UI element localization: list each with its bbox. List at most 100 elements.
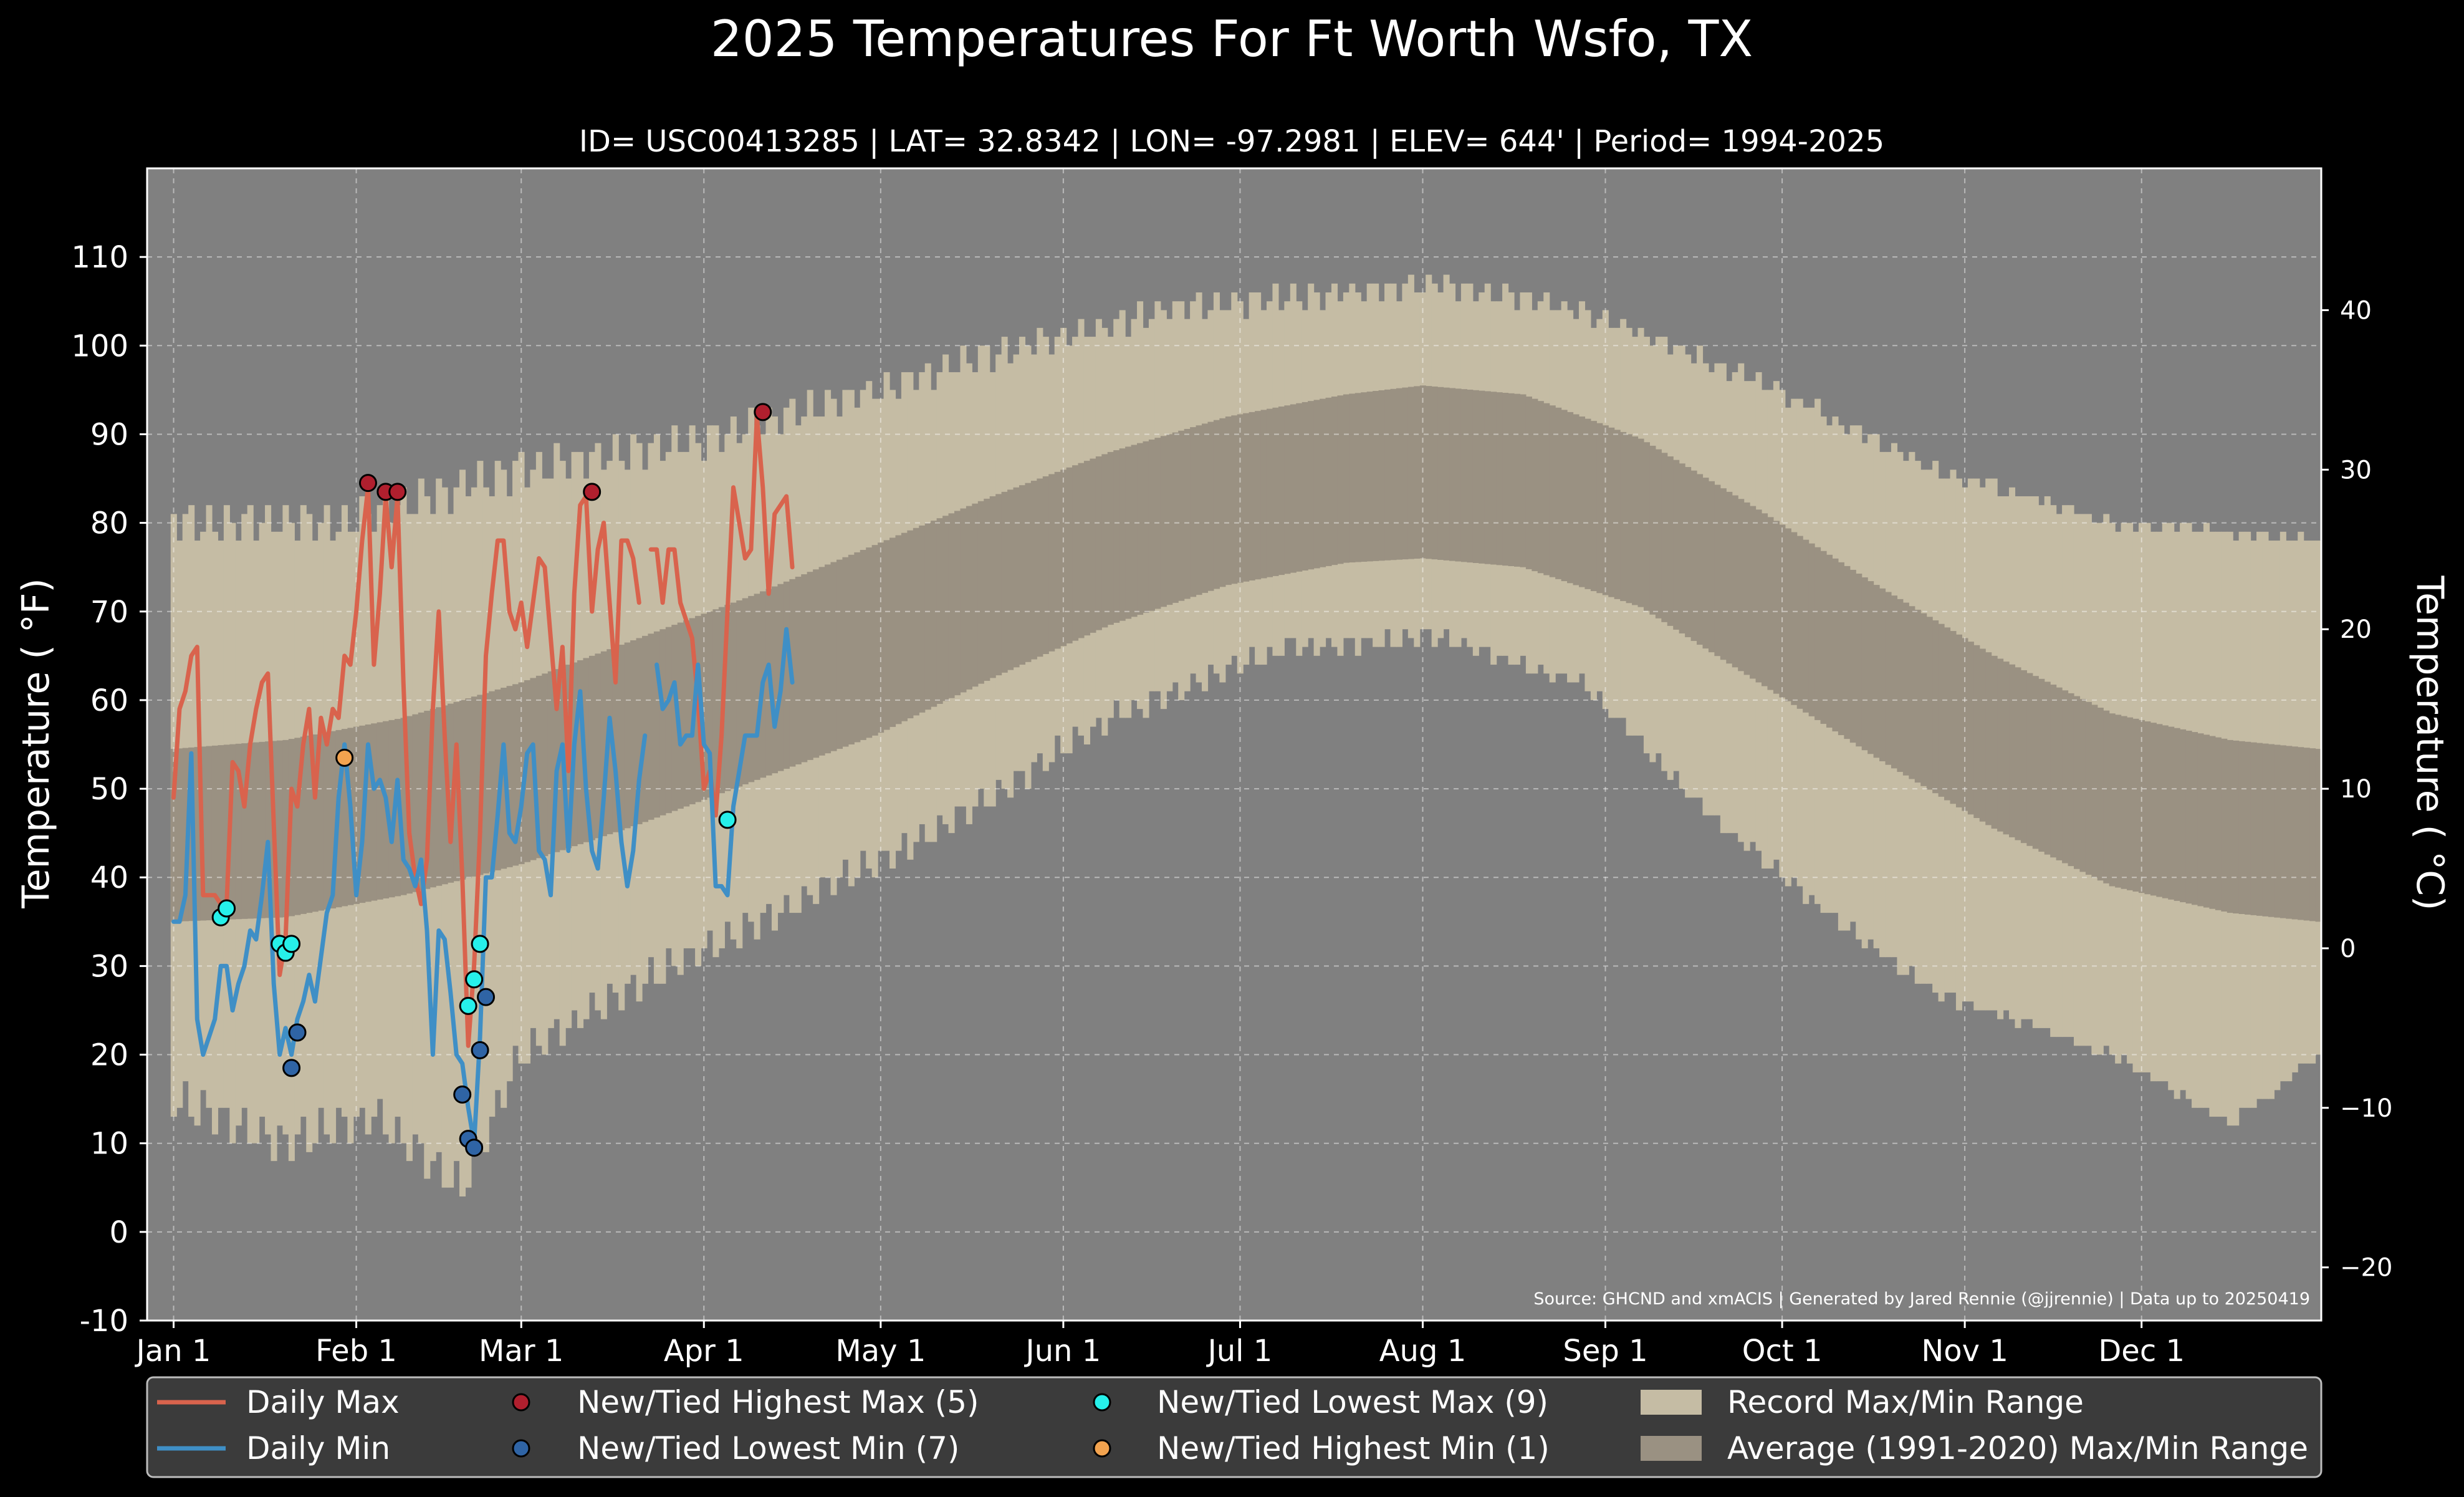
normal-range-bar <box>2091 705 2098 878</box>
normal-range-bar <box>2138 720 2145 893</box>
normal-range-bar <box>1856 573 1862 747</box>
normal-range-bar <box>2121 716 2127 889</box>
normal-range-bar <box>1101 454 1108 628</box>
legend-box <box>146 1376 2323 1478</box>
lowest-max-marker <box>465 970 484 989</box>
normal-range-bar <box>1090 458 1096 633</box>
lowest-min-marker <box>477 988 496 1006</box>
normal-range-bar <box>636 638 643 824</box>
normal-range-bar <box>247 743 254 919</box>
normal-range-bar <box>1255 411 1262 580</box>
normal-range-bar <box>1926 617 1933 790</box>
normal-range-bar <box>330 731 337 908</box>
daily-min-line <box>171 689 648 1146</box>
normal-range-bar <box>1143 441 1149 613</box>
normal-range-bar <box>324 732 330 910</box>
normal-range-bar <box>1249 412 1255 581</box>
normal-range-bar <box>1172 432 1179 603</box>
normal-range-bar <box>512 684 519 866</box>
legend-label: Daily Min <box>246 1430 390 1466</box>
normal-range-bar <box>1396 388 1402 560</box>
normal-range-bar <box>365 724 372 902</box>
normal-range-bar <box>2174 728 2180 901</box>
normal-range-bar <box>807 572 813 760</box>
lowest-min-marker <box>465 1138 484 1157</box>
normal-range-bar <box>1832 558 1839 732</box>
x-tick-label: Mar 1 <box>479 1334 563 1369</box>
normal-range-bar <box>2156 724 2163 897</box>
normal-range-bar <box>1508 393 1515 567</box>
lowest-min-marker <box>453 1085 472 1104</box>
normal-range-bar <box>1373 391 1379 561</box>
normal-range-bar <box>1755 509 1762 683</box>
normal-range-bar <box>1313 400 1320 569</box>
normal-range-bar <box>388 720 395 898</box>
y-tick-label-right: 20 <box>2340 615 2372 644</box>
lowest-min-marker <box>471 1041 489 1059</box>
lowest-max-marker <box>218 899 236 918</box>
normal-range-bar <box>706 611 714 798</box>
normal-range-bar <box>866 547 873 738</box>
normal-range-bar <box>1219 418 1226 587</box>
daily-max-line <box>648 414 795 818</box>
normal-range-bar <box>1407 387 1414 559</box>
y-tick-label-left: 60 <box>90 683 128 718</box>
normal-range-bar <box>1979 648 1986 822</box>
normal-range-bar <box>919 525 926 713</box>
normal-range-bar <box>1649 445 1656 615</box>
y-tick-label-left: 90 <box>90 417 128 452</box>
normal-range-bar <box>818 567 825 756</box>
normal-range-bar <box>1390 388 1397 561</box>
normal-range-bar <box>1902 602 1909 776</box>
normal-range-bar <box>2056 687 2063 860</box>
normal-range-bar <box>1449 388 1456 561</box>
normal-range-bar <box>1308 401 1315 570</box>
normal-range-bar <box>771 586 779 774</box>
normal-range-bar <box>1237 414 1244 583</box>
normal-range-bar <box>671 625 678 811</box>
normal-range-bar <box>960 508 967 693</box>
daily-max-line <box>171 485 641 1048</box>
normal-range-bar <box>836 559 843 749</box>
normal-range-bar <box>1025 483 1032 662</box>
x-tick-label: Jan 1 <box>135 1334 211 1369</box>
normal-range-bar <box>1885 592 1892 765</box>
legend-swatch-average-1991-2020-max-min-range <box>1641 1436 1702 1461</box>
normal-range-bar <box>1125 446 1132 619</box>
normal-range-bar <box>1697 474 1704 645</box>
normal-range-bar <box>742 598 749 784</box>
normal-range-bar <box>2233 740 2240 914</box>
y-tick-label-right: 30 <box>2340 456 2372 484</box>
x-tick-label: Apr 1 <box>664 1334 744 1369</box>
normal-range-bar <box>1838 562 1844 736</box>
y-tick-label-left: 0 <box>109 1215 128 1250</box>
normal-range-bar <box>1962 638 1968 811</box>
normal-range-bar <box>1702 478 1709 649</box>
normal-range-bar <box>241 743 248 919</box>
normal-range-bar <box>518 682 525 864</box>
normal-range-bar <box>1920 613 1927 786</box>
normal-range-bar <box>1414 386 1421 559</box>
normal-range-bar <box>1443 387 1450 561</box>
normal-range-bar <box>2238 741 2245 914</box>
y-tick-label-right: 10 <box>2340 775 2372 804</box>
chart-subtitle: ID= USC00413285 | LAT= 32.8342 | LON= -9… <box>579 124 1884 159</box>
normal-range-bar <box>595 653 602 839</box>
normal-range-bar <box>1637 438 1644 607</box>
normal-range-bar <box>948 513 955 698</box>
normal-range-bar <box>371 723 378 901</box>
normal-range-bar <box>2262 743 2269 917</box>
x-tick-label: Jul 1 <box>1206 1334 1273 1369</box>
normal-range-bar <box>1732 495 1738 668</box>
legend: Daily Max Daily Min New/Tied Highest Max (… <box>146 1376 2323 1478</box>
highest-max-marker <box>388 483 407 501</box>
normal-range-bar <box>1113 450 1120 623</box>
normal-range-bar <box>1095 456 1102 630</box>
normal-range-bar <box>376 722 383 900</box>
daily-min-line <box>654 627 795 898</box>
normal-range-bar <box>954 511 961 696</box>
chart-title: 2025 Temperatures For Ft Worth Wsfo, TX <box>711 10 1753 68</box>
normal-range-bar <box>465 698 472 878</box>
normal-range-bar <box>1054 471 1061 649</box>
normal-range-bar <box>895 535 902 724</box>
